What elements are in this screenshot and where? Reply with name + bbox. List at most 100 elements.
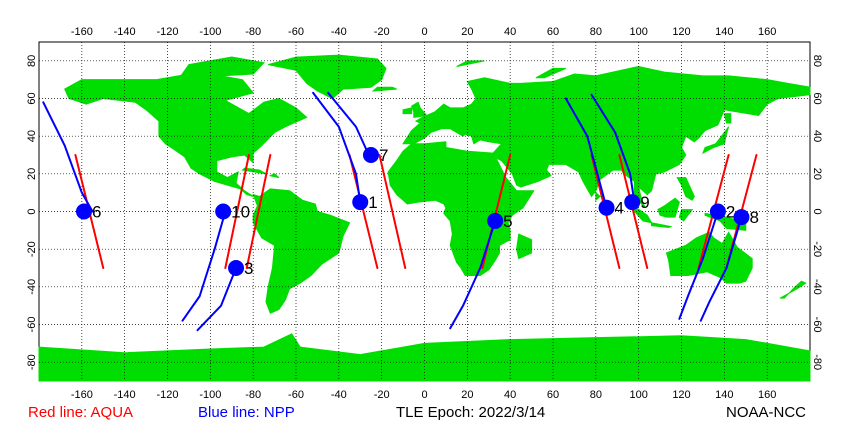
longitude-tick-label: 60 xyxy=(547,26,559,38)
longitude-tick-label: 140 xyxy=(715,389,733,401)
axis-ticks: -160 -160 -140 -140 -120 -120 -100 -100 -80 -80 -6… xyxy=(26,26,823,401)
npp-track xyxy=(678,210,719,320)
npp-track xyxy=(196,267,238,332)
overpass-markers: 1 2 3 4 5 6 7 8 9 10 xyxy=(75,146,759,278)
longitude-tick-label: -60 xyxy=(288,26,304,38)
latitude-tick-label: 20 xyxy=(26,168,38,180)
longitude-tick-label: -120 xyxy=(156,389,178,401)
npp-track xyxy=(564,97,608,209)
longitude-tick-label: -40 xyxy=(331,26,347,38)
latitude-tick-label: 40 xyxy=(811,130,823,142)
npp-track xyxy=(590,93,636,204)
longitude-tick-label: 0 xyxy=(421,26,427,38)
overpass-marker-label: 3 xyxy=(244,259,253,278)
land-polygon xyxy=(723,113,732,124)
land-polygon xyxy=(516,233,533,260)
longitude-tick-label: 140 xyxy=(715,26,733,38)
land-polygon xyxy=(651,222,673,229)
aqua-legend-label: Red line: AQUA xyxy=(28,404,134,421)
overpass-marker-label: 6 xyxy=(92,203,101,222)
longitude-tick-label: 60 xyxy=(547,389,559,401)
latitude-tick-label: -80 xyxy=(26,354,38,370)
longitude-tick-label: -140 xyxy=(114,389,136,401)
latitude-tick-label: -20 xyxy=(26,241,38,257)
latitude-tick-label: 60 xyxy=(811,92,823,104)
overpass-marker xyxy=(215,203,232,220)
longitude-tick-label: 80 xyxy=(590,26,602,38)
longitude-tick-label: -140 xyxy=(114,26,136,38)
overpass-marker xyxy=(362,147,379,163)
longitude-tick-label: 100 xyxy=(629,26,647,38)
longitude-tick-label: 40 xyxy=(504,26,516,38)
npp-track xyxy=(181,210,227,322)
overpass-marker xyxy=(598,199,615,216)
overpass-marker-label: 4 xyxy=(615,199,624,218)
longitude-tick-label: 160 xyxy=(758,26,776,38)
overpass-marker xyxy=(709,203,726,220)
land-polygon xyxy=(411,101,428,118)
longitude-tick-label: 120 xyxy=(672,26,690,38)
longitude-tick-label: 160 xyxy=(758,389,776,401)
overpass-marker-label: 7 xyxy=(379,146,388,165)
longitude-tick-label: -160 xyxy=(71,26,93,38)
latitude-tick-label: -40 xyxy=(811,279,823,295)
land-polygon xyxy=(678,209,694,222)
land-polygon xyxy=(402,107,413,115)
overpass-marker-label: 1 xyxy=(368,193,377,212)
npp-track xyxy=(312,91,362,204)
longitude-tick-label: 40 xyxy=(504,389,516,401)
land-polygon xyxy=(268,54,387,100)
longitude-tick-label: 20 xyxy=(461,26,473,38)
longitude-tick-label: -20 xyxy=(374,389,390,401)
latitude-tick-label: 40 xyxy=(26,130,38,142)
longitude-tick-label: -160 xyxy=(71,389,93,401)
longitude-tick-label: -20 xyxy=(374,26,390,38)
land-polygon xyxy=(456,60,485,67)
overpass-marker-label: 5 xyxy=(503,212,512,231)
latitude-tick-label: -20 xyxy=(811,241,823,257)
npp-track xyxy=(327,91,370,156)
land-polygon xyxy=(701,126,730,155)
ground-tracks xyxy=(42,91,758,332)
aqua-track xyxy=(618,154,649,269)
longitude-tick-label: -100 xyxy=(199,389,221,401)
land-polygon xyxy=(665,231,753,284)
npp-track xyxy=(449,219,497,330)
latitude-tick-label: 0 xyxy=(26,208,38,214)
longitude-tick-label: -80 xyxy=(245,26,261,38)
longitude-tick-label: 100 xyxy=(629,389,647,401)
longitude-tick-label: -80 xyxy=(245,389,261,401)
latitude-tick-label: -40 xyxy=(26,279,38,295)
latitude-tick-label: 80 xyxy=(26,55,38,67)
tle-epoch-label: TLE Epoch: 2022/3/14 xyxy=(396,404,546,421)
latitude-tick-label: -60 xyxy=(26,317,38,333)
land-polygon xyxy=(177,56,265,81)
aqua-track xyxy=(378,154,407,269)
overpass-marker-label: 8 xyxy=(749,208,758,227)
land-polygon xyxy=(371,86,397,92)
longitude-tick-label: -60 xyxy=(288,389,304,401)
latitude-tick-label: 20 xyxy=(811,168,823,180)
overpass-marker-label: 2 xyxy=(726,203,735,222)
overpass-marker xyxy=(352,194,369,211)
aqua-track xyxy=(224,154,250,269)
latitude-tick-label: 80 xyxy=(811,55,823,67)
land-polygon xyxy=(779,280,807,299)
aqua-track xyxy=(348,154,379,269)
land-polygon xyxy=(268,173,280,179)
npp-track xyxy=(42,101,94,213)
overpass-marker xyxy=(487,212,504,229)
credit-label: NOAA-NCC xyxy=(726,404,807,421)
npp-track xyxy=(699,216,743,322)
longitude-tick-label: -120 xyxy=(156,26,178,38)
longitude-tick-label: 0 xyxy=(421,389,427,401)
overpass-marker xyxy=(624,194,641,211)
overpass-marker-label: 10 xyxy=(231,203,250,222)
longitude-tick-label: 80 xyxy=(590,389,602,401)
land-polygon xyxy=(595,191,601,202)
overpass-marker xyxy=(733,209,750,226)
graticule xyxy=(39,42,810,381)
npp-legend-label: Blue line: NPP xyxy=(198,404,295,421)
longitude-tick-label: -40 xyxy=(331,389,347,401)
latitude-tick-label: -60 xyxy=(811,317,823,333)
